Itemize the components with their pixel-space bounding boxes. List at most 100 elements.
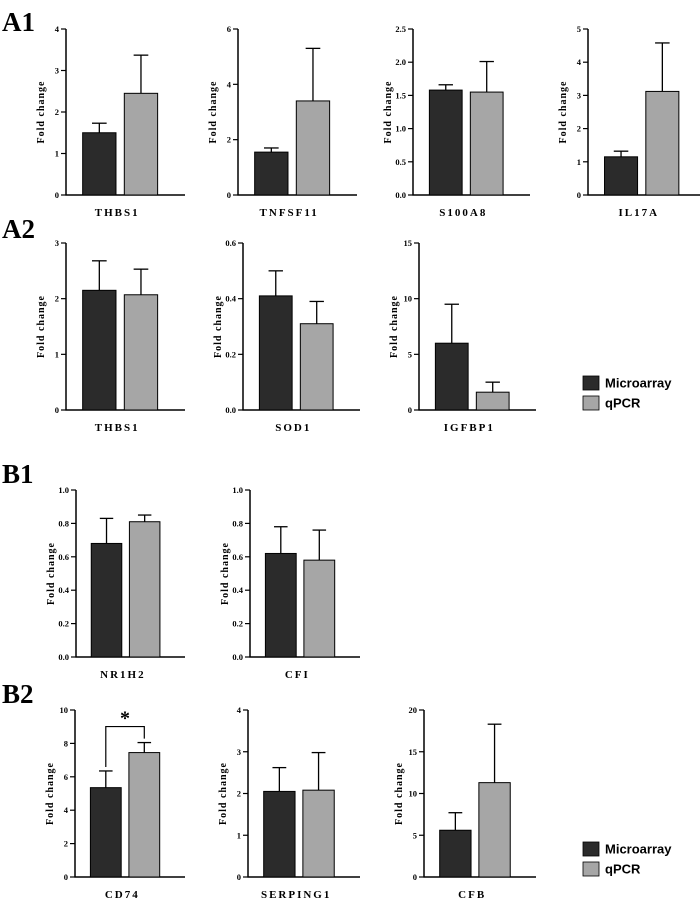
bar-qpcr — [302, 789, 335, 878]
y-axis-title: Fold change — [208, 81, 219, 144]
y-tick-label: 2 — [237, 789, 241, 799]
panel-label-a2: A2 — [2, 214, 35, 244]
chart-sod1: 0.0 0.2 0.4 0.6 Fold change SOD1 — [213, 238, 360, 434]
gene-label: CD74 — [105, 889, 140, 901]
y-tick-label: 0.0 — [232, 652, 243, 662]
y-tick-label: 0.8 — [58, 518, 69, 528]
chart-cfi: 0.0 0.2 0.4 0.6 0.8 1.0 Fold change CFI — [220, 485, 360, 681]
gene-label: NR1H2 — [100, 669, 145, 681]
chart-serping1: 0 1 2 3 4 Fold change SERPING1 — [218, 705, 360, 901]
gene-label: SOD1 — [275, 422, 311, 434]
y-tick-label: 0 — [237, 872, 241, 882]
y-tick-label: 0.0 — [225, 405, 236, 415]
bar-microarray — [604, 156, 639, 196]
y-tick-label: 4 — [227, 79, 232, 89]
legend-lower: Microarray qPCR — [582, 842, 672, 877]
y-tick-label: 5 — [408, 349, 412, 359]
y-tick-label: 10 — [409, 789, 418, 799]
gene-label: SERPING1 — [261, 889, 331, 901]
bar-microarray — [82, 289, 117, 411]
bar-qpcr — [475, 391, 510, 411]
y-tick-label: 2 — [55, 107, 59, 117]
y-tick-label: 4 — [64, 805, 69, 815]
chart-igfbp1: 0 5 10 15 Fold change IGFBP1 — [389, 238, 536, 434]
y-axis-title: Fold change — [558, 81, 569, 144]
y-axis-title: Fold change — [46, 542, 57, 605]
y-tick-label: 0.2 — [58, 619, 69, 629]
legend-label-qpcr: qPCR — [605, 862, 641, 877]
gene-label: TNFSF11 — [260, 207, 319, 219]
y-tick-label: 0.0 — [58, 652, 69, 662]
y-tick-label: 0 — [55, 190, 59, 200]
bar-microarray — [264, 552, 297, 658]
bar-qpcr — [303, 559, 336, 658]
chart-tnfsf11: 0 2 4 6 Fold change TNFSF11 — [208, 24, 357, 219]
bar-qpcr — [128, 752, 161, 878]
panel-label-a1: A1 — [2, 7, 35, 37]
y-tick-label: 1 — [55, 349, 59, 359]
y-tick-label: 0.6 — [58, 552, 69, 562]
y-tick-label: 0.5 — [395, 157, 406, 167]
y-tick-label: 4 — [237, 705, 242, 715]
y-tick-label: 2.5 — [395, 24, 406, 34]
y-axis-title: Fold change — [45, 762, 56, 825]
y-axis-title: Fold change — [36, 295, 47, 358]
y-axis-title: Fold change — [389, 295, 400, 358]
y-tick-label: 0.0 — [395, 190, 406, 200]
bar-microarray — [428, 89, 463, 196]
y-tick-label: 1 — [577, 157, 581, 167]
bar-qpcr — [478, 782, 511, 878]
y-tick-label: 4 — [55, 24, 60, 34]
bar-microarray — [439, 829, 472, 878]
bar-microarray — [263, 790, 296, 878]
chart-cfb: 0 5 10 15 20 Fold change CFB — [394, 705, 536, 901]
gene-label: CFI — [285, 669, 310, 681]
y-tick-label: 1 — [237, 830, 241, 840]
y-tick-label: 2 — [55, 294, 59, 304]
y-tick-label: 0 — [408, 405, 412, 415]
bar-qpcr — [469, 91, 504, 196]
y-tick-label: 0 — [577, 190, 581, 200]
bar-qpcr — [645, 90, 680, 196]
chart-cd74: 0 2 4 6 8 10 Fold change CD74 * — [45, 705, 185, 901]
y-tick-label: 0 — [64, 872, 68, 882]
y-tick-label: 5 — [577, 24, 581, 34]
legend-upper: Microarray qPCR — [582, 376, 672, 411]
bar-microarray — [254, 151, 289, 196]
bar-qpcr — [299, 323, 334, 411]
y-tick-label: 3 — [55, 66, 59, 76]
legend-swatch-qpcr — [582, 861, 600, 877]
gene-label: THBS1 — [95, 422, 140, 434]
bar-microarray — [258, 295, 293, 411]
y-tick-label: 0.4 — [225, 294, 236, 304]
legend-label-microarray: Microarray — [605, 842, 672, 857]
y-tick-label: 0 — [227, 190, 231, 200]
y-tick-label: 0.6 — [225, 238, 236, 248]
y-tick-label: 1 — [55, 149, 59, 159]
y-tick-label: 0.6 — [232, 552, 243, 562]
y-tick-label: 0 — [55, 405, 59, 415]
y-tick-label: 2 — [577, 124, 581, 134]
gene-label: S100A8 — [439, 207, 487, 219]
y-tick-label: 0.2 — [232, 619, 243, 629]
y-axis-title: Fold change — [394, 762, 405, 825]
y-tick-label: 4 — [577, 57, 582, 67]
y-tick-label: 3 — [577, 90, 581, 100]
bar-microarray — [90, 542, 123, 658]
bar-qpcr — [123, 294, 159, 411]
y-tick-label: 2 — [227, 135, 231, 145]
y-tick-label: 0.4 — [232, 585, 243, 595]
y-tick-label: 2.0 — [395, 57, 406, 67]
y-axis-title: Fold change — [36, 81, 47, 144]
gene-label: THBS1 — [95, 207, 140, 219]
chart-il17a: 0 1 2 3 4 5 Fold change IL17A — [558, 24, 700, 219]
chart-nr1h2: 0.0 0.2 0.4 0.6 0.8 1.0 Fold change NR1H2 — [46, 485, 185, 681]
y-tick-label: 3 — [237, 747, 241, 757]
y-tick-label: 3 — [55, 238, 59, 248]
bar-qpcr — [123, 92, 159, 196]
legend-swatch-qpcr — [582, 395, 600, 411]
bar-charts: 0 1 2 3 4 Fold change THBS1 0 2 4 6 Fold change TNFS… — [36, 24, 700, 901]
panel-label-b2: B2 — [2, 679, 34, 709]
y-tick-label: 0 — [413, 872, 417, 882]
y-tick-label: 15 — [409, 747, 418, 757]
